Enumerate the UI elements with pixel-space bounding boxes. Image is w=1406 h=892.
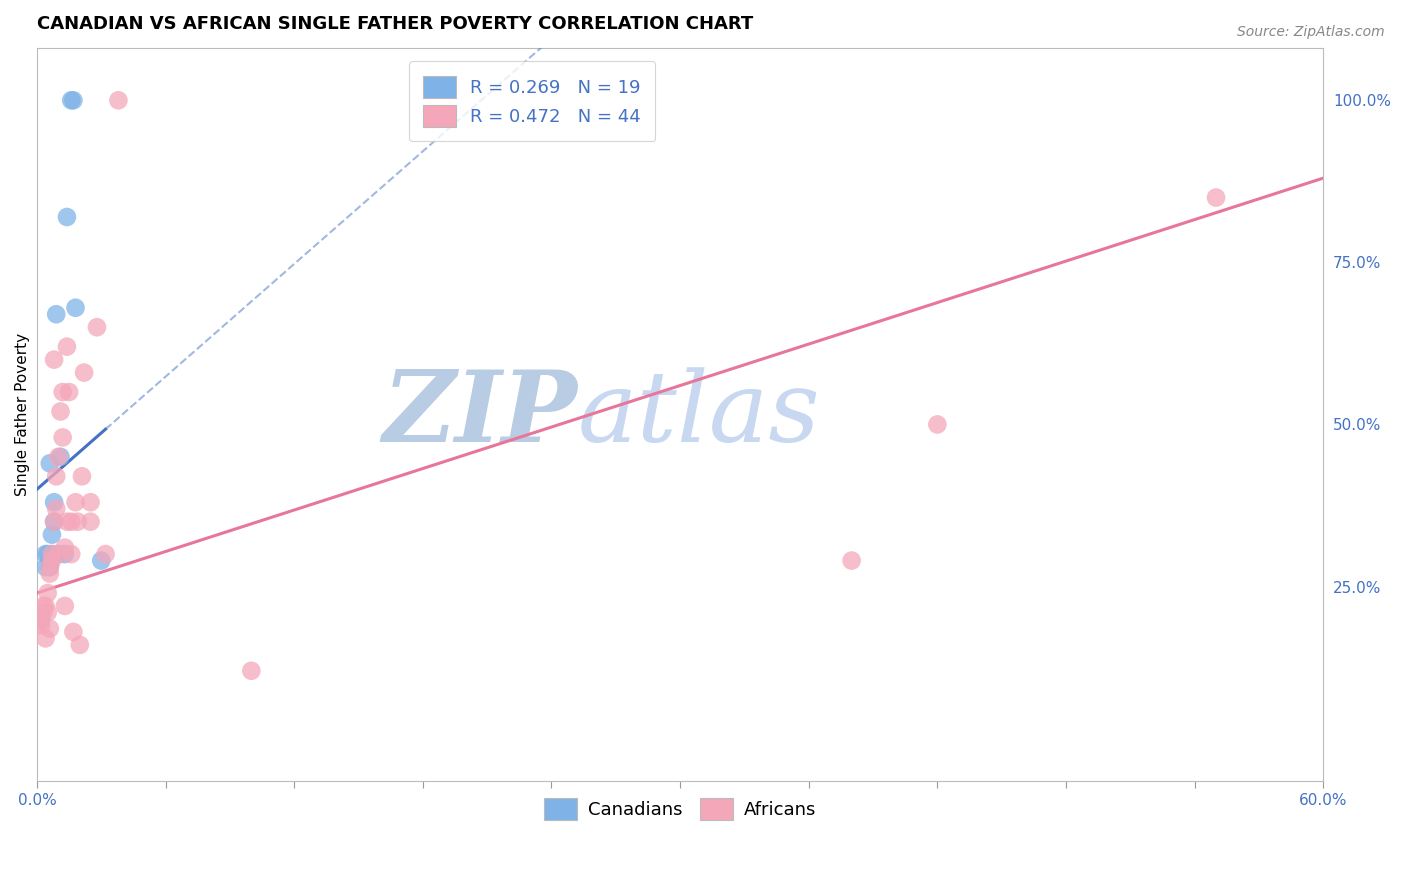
Point	[42, 495, 65, 509]
Point	[38, 560, 60, 574]
Point	[41, 547, 63, 561]
Point	[32, 606, 55, 620]
Point	[841, 553, 863, 567]
Point	[37, 547, 59, 561]
Point	[60, 515, 83, 529]
Point	[38, 456, 60, 470]
Text: atlas: atlas	[578, 368, 820, 462]
Point	[53, 547, 76, 561]
Point	[1205, 190, 1227, 204]
Point	[86, 320, 108, 334]
Text: CANADIAN VS AFRICAN SINGLE FATHER POVERTY CORRELATION CHART: CANADIAN VS AFRICAN SINGLE FATHER POVERT…	[37, 15, 754, 33]
Point	[28, 615, 51, 629]
Point	[41, 527, 63, 541]
Text: ZIP: ZIP	[382, 367, 578, 463]
Point	[49, 404, 72, 418]
Point	[30, 618, 52, 632]
Point	[42, 515, 65, 529]
Point	[62, 93, 84, 107]
Point	[34, 560, 56, 574]
Point	[34, 632, 56, 646]
Point	[94, 547, 117, 561]
Point	[927, 417, 949, 432]
Point	[45, 307, 67, 321]
Point	[66, 515, 89, 529]
Point	[90, 553, 112, 567]
Point	[32, 599, 55, 613]
Point	[56, 515, 79, 529]
Point	[65, 301, 87, 315]
Point	[52, 384, 75, 399]
Point	[53, 599, 76, 613]
Point	[38, 560, 60, 574]
Point	[58, 384, 80, 399]
Point	[37, 586, 59, 600]
Point	[41, 553, 63, 567]
Point	[53, 541, 76, 555]
Point	[42, 515, 65, 529]
Point	[62, 624, 84, 639]
Point	[107, 93, 129, 107]
Point	[60, 547, 83, 561]
Point	[42, 352, 65, 367]
Point	[52, 430, 75, 444]
Point	[49, 450, 72, 464]
Point	[65, 495, 87, 509]
Point	[73, 366, 96, 380]
Legend: Canadians, Africans: Canadians, Africans	[537, 790, 823, 827]
Point	[38, 566, 60, 581]
Text: Source: ZipAtlas.com: Source: ZipAtlas.com	[1237, 25, 1385, 39]
Point	[34, 599, 56, 613]
Y-axis label: Single Father Poverty: Single Father Poverty	[15, 333, 30, 496]
Point	[48, 547, 70, 561]
Point	[240, 664, 263, 678]
Point	[41, 547, 63, 561]
Point	[70, 469, 93, 483]
Point	[45, 501, 67, 516]
Point	[69, 638, 91, 652]
Point	[30, 612, 52, 626]
Point	[48, 450, 70, 464]
Point	[56, 210, 79, 224]
Point	[56, 340, 79, 354]
Point	[38, 622, 60, 636]
Point	[34, 547, 56, 561]
Point	[37, 606, 59, 620]
Point	[45, 469, 67, 483]
Point	[79, 515, 101, 529]
Point	[60, 93, 83, 107]
Point	[79, 495, 101, 509]
Point	[48, 547, 70, 561]
